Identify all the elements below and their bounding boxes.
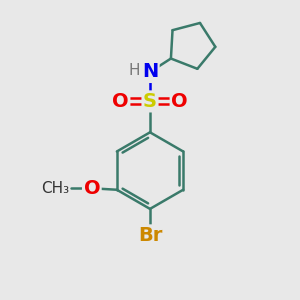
Text: Br: Br	[138, 226, 162, 245]
Text: O: O	[83, 179, 100, 198]
Text: O: O	[112, 92, 129, 111]
Text: H: H	[128, 63, 140, 78]
Text: S: S	[143, 92, 157, 111]
Text: N: N	[142, 62, 158, 82]
Text: CH₃: CH₃	[41, 181, 69, 196]
Text: O: O	[171, 92, 188, 111]
